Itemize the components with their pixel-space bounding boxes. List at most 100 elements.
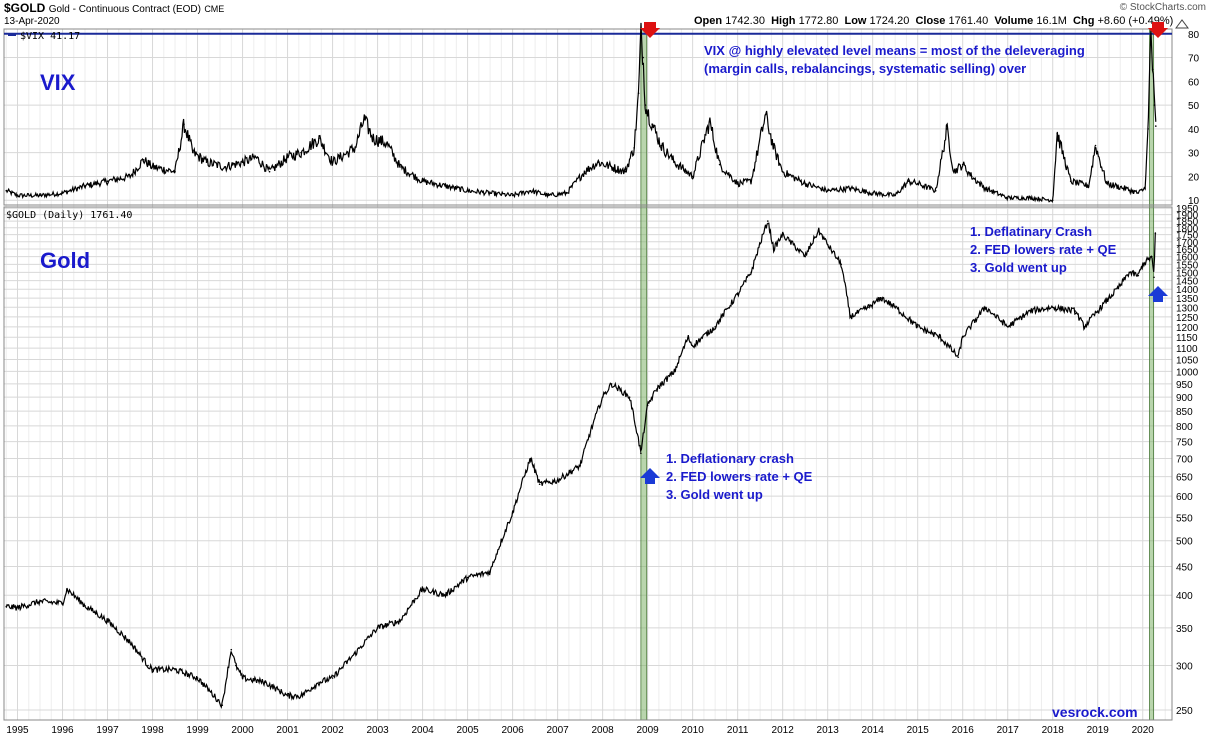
collapse-icon[interactable]	[1175, 19, 1189, 29]
gold-series-line-point	[1150, 255, 1153, 258]
vix-series-line-point	[691, 175, 694, 178]
gold-series-line-point	[1051, 306, 1054, 309]
vix-legend: $VIX 41.17	[8, 31, 80, 42]
arrow-up-2008-icon	[640, 468, 660, 484]
crash2020-line3: 3. Gold went up	[970, 260, 1067, 275]
gold-series-line-point	[673, 370, 676, 373]
gold-series-line-point	[939, 336, 942, 339]
vix-series-line-point	[255, 156, 257, 159]
vix-series-line-point	[633, 147, 635, 149]
vix-series-line-point	[61, 192, 64, 194]
gold-y-tick-label: 1850	[1176, 217, 1199, 228]
vix-y-tick-label: 80	[1188, 30, 1200, 41]
gold-y-tick-label: 800	[1176, 422, 1193, 433]
vix-series-line-point	[871, 192, 874, 194]
vix-series-line-point	[1051, 199, 1054, 202]
gold-series-line-point	[1154, 232, 1157, 234]
gold-y-tick-label: 550	[1176, 513, 1193, 524]
brand-link[interactable]: © StockCharts.com	[1119, 2, 1206, 13]
low-label: Low	[844, 15, 867, 27]
gold-y-tick-label: 1550	[1176, 260, 1199, 271]
gold-series-line-point	[961, 336, 964, 339]
vix-series-line-point	[961, 163, 964, 166]
gold-series-line-point	[538, 483, 541, 486]
gold-y-tick-label: 1950	[1176, 204, 1199, 215]
gold-y-tick-label: 900	[1176, 393, 1193, 404]
vix-series-line-point	[946, 128, 948, 130]
gold-series-line-point	[421, 588, 424, 590]
vix-series-line-point	[547, 194, 550, 197]
vix-series-line-point	[952, 170, 955, 173]
gold-series-line-point	[84, 605, 86, 607]
gold-series-line-point	[511, 512, 514, 514]
vix-y-tick-label: 60	[1188, 77, 1200, 88]
vix-series-line-point	[151, 166, 154, 168]
vix-series-line-point	[511, 194, 514, 197]
x-tick-label: 2015	[907, 725, 930, 736]
x-tick-label: 2002	[321, 725, 344, 736]
vix-series-line-point	[1056, 132, 1059, 135]
gold-series-line-point	[1006, 326, 1009, 328]
vix-series-line-point	[849, 187, 851, 190]
gold-series-line-point	[444, 594, 446, 597]
gold-y-tick-label: 1400	[1176, 285, 1199, 296]
gold-series-line-point	[1141, 263, 1144, 266]
x-tick-label: 1995	[6, 725, 29, 736]
vix-series-line-point	[1153, 104, 1156, 106]
grid	[4, 29, 1172, 720]
vix-series-line-point	[444, 185, 446, 187]
gold-y-tick-label: 1250	[1176, 313, 1199, 324]
gold-y-tick-label: 750	[1176, 438, 1193, 449]
gold-series-line-point	[880, 297, 883, 299]
gold-y-tick-label: 950	[1176, 380, 1193, 391]
x-tick-label: 2018	[1042, 725, 1065, 736]
arrow-up-2020-icon	[1148, 286, 1168, 302]
watermark: vesrock.com	[1052, 704, 1138, 720]
vix-series-line-point	[1154, 125, 1157, 127]
crash2008-line3: 3. Gold went up	[666, 487, 763, 502]
arrow-down-2008-icon	[640, 22, 660, 38]
low-value: 1724.20	[869, 15, 910, 27]
x-tick-label: 2000	[231, 725, 254, 736]
vix-series-line-point	[583, 170, 586, 173]
open-value: 1742.30	[725, 15, 765, 27]
x-tick-label: 2012	[772, 725, 795, 736]
vix-series-line-point	[637, 92, 640, 95]
x-tick-label: 1996	[51, 725, 74, 736]
vix-series-line-point	[772, 147, 775, 149]
x-tick-label: 2009	[637, 725, 660, 736]
vix-series-line-point	[183, 123, 185, 125]
gold-series-line-point	[894, 306, 896, 309]
vix-series-line-point	[385, 142, 388, 144]
x-tick-label: 2003	[366, 725, 389, 736]
vix-series-line-point	[1094, 144, 1097, 147]
gold-y-tick-label: 1200	[1176, 323, 1199, 334]
gold-series-line-point	[1119, 284, 1122, 287]
vix-series-line-point	[1137, 192, 1140, 194]
gold-series-line-point	[331, 677, 334, 679]
gold-series-line-point	[867, 306, 869, 309]
gold-y-tick-label: 700	[1176, 455, 1193, 466]
gold-series-line-point	[1029, 310, 1032, 312]
gold-series-line-point	[264, 681, 266, 684]
gold-series-line-point	[221, 704, 224, 706]
gold-series-line-point	[1128, 271, 1131, 274]
gold-y-tick-label: 1500	[1176, 268, 1199, 279]
vix-series-line-point	[129, 175, 131, 178]
gold-series-line-point	[610, 383, 613, 385]
gold-legend-text: $GOLD (Daily) 1761.40	[6, 210, 132, 221]
x-tick-label: 2017	[997, 725, 1020, 736]
chg-label: Chg	[1073, 15, 1095, 27]
vix-series-line-point	[363, 118, 365, 121]
gold-series-line-point	[957, 356, 960, 358]
gold-y-tick-label: 1300	[1176, 303, 1199, 314]
gold-series-line-point	[817, 229, 820, 232]
vix-series-line-point	[1029, 197, 1032, 199]
x-tick-label: 1997	[96, 725, 119, 736]
chart-title: $GOLD Gold - Continuous Contract (EOD) C…	[4, 1, 224, 15]
symbol: $GOLD	[4, 1, 46, 15]
gold-y-tick-label: 1150	[1176, 333, 1198, 344]
vix-series-line-point	[750, 180, 752, 183]
gold-series-line-point	[399, 620, 401, 622]
